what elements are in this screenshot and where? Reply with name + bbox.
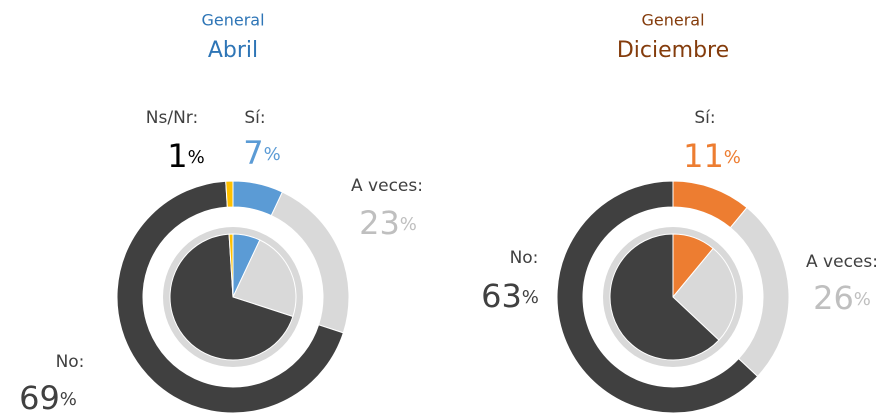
value-label: 11%: [683, 137, 741, 175]
value-unit: %: [264, 144, 281, 165]
value-number: 26: [813, 279, 854, 317]
category-label: A veces:: [351, 176, 423, 196]
value-number: 63: [481, 277, 522, 315]
value-number: 11: [683, 137, 724, 175]
chart-subtitle: General: [201, 11, 264, 30]
category-label: Sí:: [244, 108, 265, 128]
value-label: 69%: [19, 379, 77, 417]
value-label: 1%: [167, 137, 204, 175]
chart-subtitle: General: [641, 11, 704, 30]
value-number: 7: [243, 134, 263, 172]
value-unit: %: [400, 214, 417, 235]
value-label: 23%: [359, 204, 417, 242]
value-number: 69: [19, 379, 60, 417]
value-label: 7%: [243, 134, 280, 172]
category-label: No:: [56, 352, 85, 372]
inner-segment: [169, 233, 294, 361]
value-number: 1: [167, 137, 187, 175]
inner-segment: [672, 247, 737, 341]
value-unit: %: [60, 389, 77, 410]
category-label: A veces:: [806, 252, 878, 272]
outer-segment: [116, 180, 344, 414]
chart-title: Diciembre: [617, 38, 729, 63]
inner-segment: [609, 233, 720, 361]
category-label: Ns/Nr:: [146, 108, 198, 128]
value-number: 23: [359, 204, 400, 242]
value-label: 63%: [481, 277, 539, 315]
value-unit: %: [724, 147, 741, 168]
outer-segment: [556, 180, 759, 414]
category-label: No:: [510, 248, 539, 268]
outer-segment: [225, 180, 234, 208]
value-unit: %: [188, 147, 205, 168]
category-label: Sí:: [694, 108, 715, 128]
inner-segment: [228, 233, 234, 298]
chart-title: Abril: [208, 38, 258, 63]
value-label: 26%: [813, 279, 871, 317]
value-unit: %: [522, 287, 539, 308]
value-unit: %: [854, 289, 871, 310]
inner-segment: [232, 239, 297, 318]
